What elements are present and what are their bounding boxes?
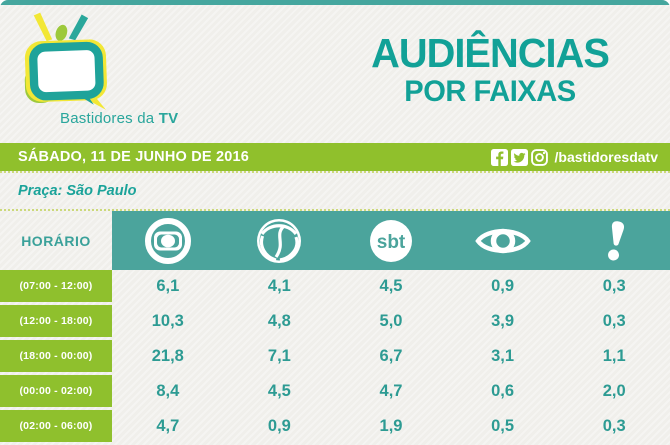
- ratings-table-body: (07:00 - 12:00) 6,1 4,1 4,5 0,9 0,3 (12:…: [0, 270, 670, 445]
- rating-value-record: 0,9: [267, 416, 291, 435]
- bastidores-tv-logo-icon: [24, 12, 107, 110]
- rating-value-globo: 21,8: [151, 346, 184, 365]
- rating-value-band: 0,5: [491, 416, 515, 435]
- rating-value-redetv: 1,1: [602, 346, 626, 365]
- rating-value-redetv: 2,0: [602, 381, 626, 400]
- table-header: HORÁRIO: [0, 211, 670, 270]
- date-bar: SÁBADO, 11 DE JUNHO DE 2016 /bastidoresd…: [0, 143, 670, 171]
- facebook-icon[interactable]: [490, 148, 508, 166]
- rating-value-record: 4,1: [267, 276, 291, 295]
- column-sbt: sbt: [335, 211, 447, 270]
- sbt-logo-icon: sbt: [369, 219, 412, 262]
- twitter-icon[interactable]: [510, 148, 528, 166]
- redetv-logo-icon: [608, 220, 625, 261]
- rating-value-band: 3,1: [491, 346, 515, 365]
- network-logo-band: sbt: [112, 211, 670, 270]
- band-logo-icon: [474, 228, 531, 253]
- record-logo-icon: [257, 218, 302, 263]
- time-slot-label: (18:00 - 00:00): [0, 340, 112, 372]
- rating-value-band: 3,9: [491, 311, 515, 330]
- location-strip: Praça: São Paulo: [0, 171, 670, 211]
- brand-name-bold: TV: [158, 110, 179, 127]
- time-slot-label: (12:00 - 18:00): [0, 305, 112, 337]
- column-band: [447, 211, 559, 270]
- rating-value-sbt: 5,0: [379, 311, 403, 330]
- brand-name: Bastidores da TV: [60, 110, 178, 127]
- location-label: Praça: São Paulo: [18, 183, 137, 199]
- rating-value-globo: 6,1: [156, 276, 180, 295]
- date-text: SÁBADO, 11 DE JUNHO DE 2016: [18, 149, 250, 165]
- table-row: (02:00 - 06:00) 4,7 0,9 1,9 0,5 0,3: [0, 410, 670, 442]
- table-row: (12:00 - 18:00) 10,3 4,8 5,0 3,9 0,3: [0, 305, 670, 337]
- instagram-icon[interactable]: [530, 148, 548, 166]
- rating-value-record: 7,1: [267, 346, 291, 365]
- title-line1: AUDIÊNCIAS: [371, 30, 610, 76]
- rating-value-band: 0,9: [491, 276, 515, 295]
- time-slot-label: (02:00 - 06:00): [0, 410, 112, 442]
- top-accent-strip: [0, 0, 670, 5]
- rating-value-record: 4,5: [267, 381, 291, 400]
- time-slot-label: (07:00 - 12:00): [0, 270, 112, 302]
- table-row: (07:00 - 12:00) 6,1 4,1 4,5 0,9 0,3: [0, 270, 670, 302]
- table-row: (00:00 - 02:00) 8,4 4,5 4,7 0,6 2,0: [0, 375, 670, 407]
- rating-value-sbt: 6,7: [379, 346, 403, 365]
- rating-value-record: 4,8: [267, 311, 291, 330]
- social-links: /bastidoresdatv: [490, 148, 658, 166]
- rating-value-globo: 10,3: [151, 311, 184, 330]
- column-record: [224, 211, 336, 270]
- column-redetv: [558, 211, 670, 270]
- time-slot-label: (00:00 - 02:00): [0, 375, 112, 407]
- column-globo: [112, 211, 224, 270]
- rating-value-redetv: 0,3: [602, 311, 626, 330]
- rating-value-redetv: 0,3: [602, 276, 626, 295]
- rating-value-sbt: 4,5: [379, 276, 403, 295]
- globo-logo-icon: [144, 217, 191, 264]
- rating-value-globo: 8,4: [156, 381, 180, 400]
- sbt-logo-text: sbt: [377, 232, 406, 253]
- title-line2: POR FAIXAS: [404, 75, 576, 109]
- rating-value-sbt: 4,7: [379, 381, 403, 400]
- social-handle[interactable]: /bastidoresdatv: [554, 149, 658, 165]
- rating-value-globo: 4,7: [156, 416, 180, 435]
- page-title: AUDIÊNCIAS POR FAIXAS: [318, 30, 662, 109]
- rating-value-band: 0,6: [491, 381, 515, 400]
- rating-value-sbt: 1,9: [379, 416, 403, 435]
- brand-name-regular: Bastidores da: [60, 110, 159, 127]
- table-row: (18:00 - 00:00) 21,8 7,1 6,7 3,1 1,1: [0, 340, 670, 372]
- horario-header: HORÁRIO: [21, 232, 91, 249]
- rating-value-redetv: 0,3: [602, 416, 626, 435]
